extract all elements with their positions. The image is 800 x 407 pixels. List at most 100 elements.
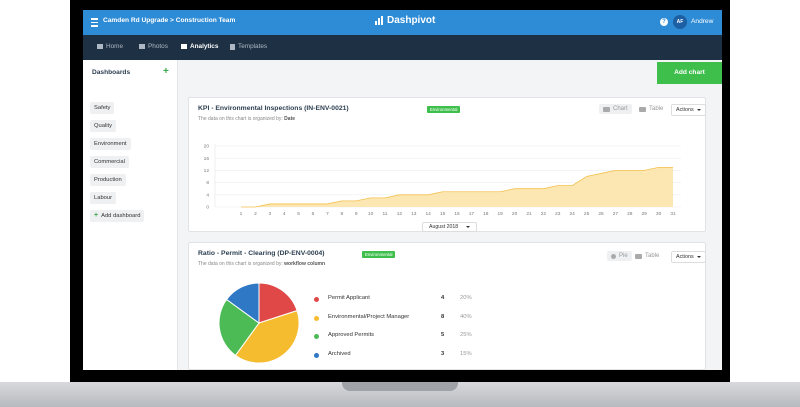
x-tick-label: 13 <box>411 211 417 217</box>
legend-row: Permit Applicant 4 20% <box>314 295 484 305</box>
category-badge: Environmental <box>427 106 461 113</box>
legend-row: Archived 3 15% <box>314 351 484 361</box>
sidebar-heading: Dashboards <box>92 69 131 76</box>
nav-item-templates[interactable]: Templates <box>230 43 267 50</box>
pie-slice[interactable] <box>218 298 260 357</box>
x-tick-label: 31 <box>670 211 676 217</box>
legend-color-dot <box>314 334 319 339</box>
pie-slice[interactable] <box>225 282 260 324</box>
laptop-notch <box>342 382 458 391</box>
legend-label: Archived <box>328 351 351 357</box>
sidebar-item-production[interactable]: Production <box>90 174 126 186</box>
legend-color-dot <box>314 316 319 321</box>
y-tick-label: 0 <box>206 205 209 211</box>
nav-label: Templates <box>238 43 268 50</box>
pie-slice[interactable] <box>258 282 298 324</box>
x-tick-label: 5 <box>297 211 300 217</box>
add-dashboard-label: Add dashboard <box>101 213 141 219</box>
x-tick-label: 22 <box>541 211 547 217</box>
project-title[interactable]: Camden Rd Upgrade > Construction Team <box>103 17 236 24</box>
legend-row: Approved Permits 5 25% <box>314 332 484 342</box>
table-view-button[interactable]: Table <box>635 104 667 114</box>
x-tick-label: 19 <box>498 211 504 217</box>
x-tick-label: 1 <box>240 211 243 217</box>
chart-view-button[interactable]: Chart <box>599 104 632 114</box>
sidebar-item-quality[interactable]: Quality <box>90 120 117 132</box>
nav-label: Analytics <box>190 43 219 50</box>
month-label: August 2018 <box>429 224 459 230</box>
help-icon[interactable]: ? <box>660 18 668 26</box>
chart-btn-label: Chart <box>613 106 628 112</box>
card-subtitle: The data on this chart is organized by: … <box>198 261 325 267</box>
x-tick-label: 15 <box>440 211 446 217</box>
area-fill <box>241 167 673 207</box>
sidebar-item-labour[interactable]: Labour <box>90 192 117 204</box>
actions-dropdown[interactable]: Actions <box>671 104 706 116</box>
pie-view-button[interactable]: Pie <box>607 251 632 261</box>
y-tick-label: 4 <box>206 192 209 198</box>
menu-icon[interactable] <box>91 18 98 27</box>
brand: Dashpivot <box>375 15 435 26</box>
add-dashboard-button[interactable]: + Add dashboard <box>90 210 145 222</box>
caret-down-icon <box>466 226 471 228</box>
legend-color-dot <box>314 353 319 358</box>
pie-icon <box>611 253 616 259</box>
brand-name: Dashpivot <box>387 15 436 26</box>
x-tick-label: 12 <box>397 211 403 217</box>
x-tick-label: 7 <box>326 211 329 217</box>
pie-slice[interactable] <box>234 310 300 364</box>
x-tick-label: 20 <box>512 211 518 217</box>
avatar[interactable]: AF <box>673 15 687 29</box>
app-screen: Camden Rd Upgrade > Construction Team Da… <box>83 10 722 370</box>
caret-down-icon <box>696 256 701 258</box>
x-tick-label: 27 <box>613 211 619 217</box>
add-chart-button[interactable]: Add chart <box>657 62 722 84</box>
x-tick-label: 16 <box>454 211 460 217</box>
kpi-chart-card: KPI - Environmental Inspections (IN-ENV-… <box>188 97 706 232</box>
legend-row: Environmental/Project Manager 8 40% <box>314 314 484 324</box>
x-tick-label: 4 <box>283 211 286 217</box>
x-tick-label: 17 <box>469 211 475 217</box>
user-name[interactable]: Andrew <box>691 18 714 25</box>
x-tick-label: 25 <box>584 211 590 217</box>
table-btn-label: Table <box>649 106 664 112</box>
table-btn-label: Table <box>645 253 660 259</box>
x-tick-label: 6 <box>312 211 315 217</box>
x-tick-label: 18 <box>483 211 489 217</box>
sidebar-item-safety[interactable]: Safety <box>90 102 115 114</box>
table-view-button[interactable]: Table <box>631 251 663 261</box>
nav-item-home[interactable]: Home <box>97 43 123 50</box>
x-tick-label: 8 <box>340 211 343 217</box>
x-tick-label: 30 <box>656 211 662 217</box>
nav-bar: Home Photos Analytics Templates <box>83 35 722 60</box>
y-tick-label: 20 <box>204 144 210 150</box>
nav-item-photos[interactable]: Photos <box>139 43 168 50</box>
month-select[interactable]: August 2018 <box>422 222 478 232</box>
subtitle-prefix: The data on this chart is organized by: <box>198 116 283 122</box>
nav-item-analytics[interactable]: Analytics <box>181 43 218 50</box>
top-bar: Camden Rd Upgrade > Construction Team Da… <box>83 10 722 35</box>
legend-count: 3 <box>441 351 445 357</box>
actions-dropdown[interactable]: Actions <box>671 251 706 263</box>
x-tick-label: 11 <box>383 211 388 217</box>
legend-label: Environmental/Project Manager <box>328 314 410 320</box>
actions-label: Actions <box>676 254 694 260</box>
plus-icon: + <box>94 212 99 219</box>
y-tick-label: 8 <box>206 180 209 186</box>
actions-label: Actions <box>676 107 694 113</box>
x-tick-label: 10 <box>368 211 374 217</box>
add-icon[interactable]: + <box>163 66 169 77</box>
sidebar-item-environment[interactable]: Environment <box>90 138 131 150</box>
ratio-pie-chart <box>218 282 300 364</box>
y-tick-label: 16 <box>204 156 210 162</box>
sidebar-item-commercial[interactable]: Commercial <box>90 156 129 168</box>
area-line <box>241 166 673 208</box>
category-badge: Environmental <box>362 251 396 258</box>
legend-count: 8 <box>441 314 445 320</box>
camera-icon <box>139 44 145 49</box>
table-icon <box>639 106 646 112</box>
legend-label: Permit Applicant <box>328 295 370 301</box>
x-tick-label: 2 <box>254 211 257 217</box>
ratio-chart-card: Ratio - Permit - Clearing (DP-ENV-0004) … <box>188 242 706 370</box>
